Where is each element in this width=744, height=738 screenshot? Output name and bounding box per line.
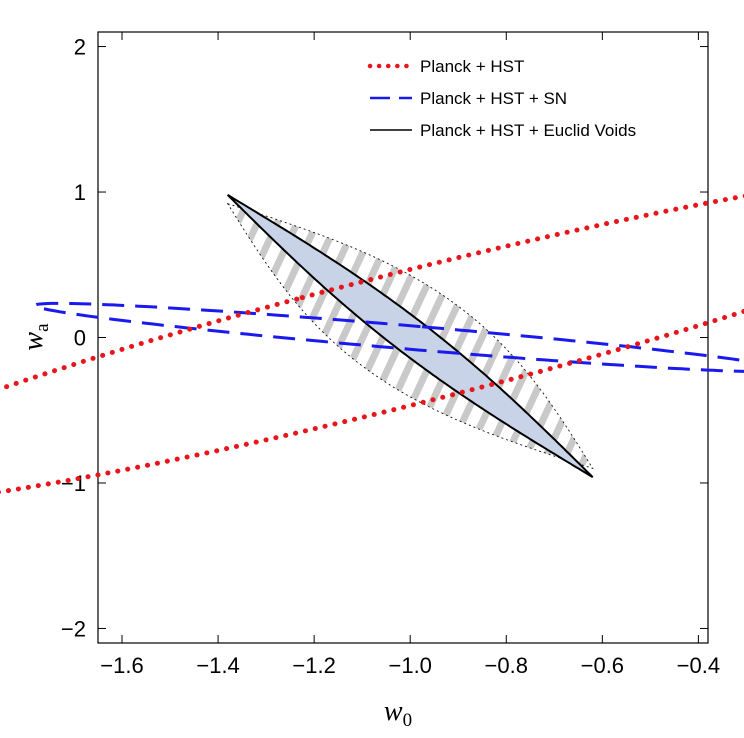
x-tick-label: −0.4 [677, 653, 720, 678]
x-axis-label-subscript: 0 [403, 710, 413, 731]
series-sn-contour [33, 301, 744, 373]
y-axis-label: wa [18, 323, 53, 351]
y-tick-label: 1 [74, 180, 86, 205]
y-tick-label: 2 [74, 35, 86, 60]
x-tick-label: −1.2 [292, 653, 335, 678]
ticks: −1.6 −1.4 −1.2 −1.0 −0.8 −0.6 −0.4 2 1 0 −1 −2 [61, 32, 720, 678]
x-tick-label: −1.6 [100, 653, 143, 678]
x-tick-label: −1.0 [388, 653, 431, 678]
y-axis-label-subscript: a [32, 323, 53, 332]
x-tick-label: −0.8 [485, 653, 528, 678]
y-tick-label: −2 [61, 616, 86, 641]
x-tick-label: −0.6 [581, 653, 624, 678]
legend-label-1: Planck + HST [420, 57, 524, 76]
legend-label-2: Planck + HST + SN [420, 89, 567, 108]
legend: Planck + HST Planck + HST + SN Planck + HS… [367, 57, 636, 140]
x-axis-label: w0 [384, 696, 412, 731]
y-tick-label: −1 [61, 471, 86, 496]
legend-label-3: Planck + HST + Euclid Voids [420, 121, 636, 140]
y-tick-label: 0 [74, 326, 86, 351]
x-tick-label: −1.4 [196, 653, 239, 678]
series-euclid-voids-contour [226, 194, 594, 479]
plot-area [0, 193, 744, 495]
